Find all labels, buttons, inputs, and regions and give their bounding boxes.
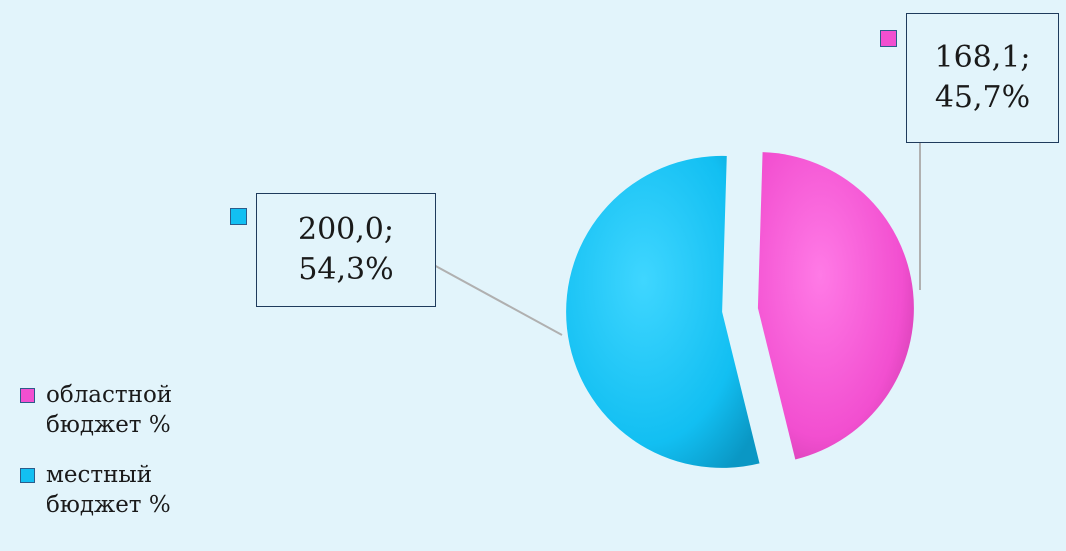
legend-label-local: местный бюджет % (46, 462, 171, 518)
legend-item-local: местный бюджет % (12, 460, 206, 520)
regional-data-label-marker (880, 30, 897, 47)
legend: областной бюджет % местный бюджет % (12, 380, 206, 540)
pie-slice-local (566, 155, 760, 468)
legend-swatch-local (20, 468, 35, 483)
legend-item-regional: областной бюджет % (12, 380, 206, 440)
data-label-local: 200,0; 54,3% (256, 193, 436, 307)
data-label-local-percent: 54,3% (298, 252, 394, 287)
data-label-regional-percent: 45,7% (934, 80, 1031, 115)
local-data-label-marker (230, 208, 247, 225)
data-label-regional: 168,1; 45,7% (906, 13, 1059, 143)
legend-label-regional: областной бюджет % (46, 382, 173, 438)
data-label-local-value: 200,0; (298, 212, 394, 247)
legend-swatch-regional (20, 388, 35, 403)
pie-slice-regional (757, 152, 914, 460)
data-label-regional-value: 168,1; (934, 40, 1031, 75)
